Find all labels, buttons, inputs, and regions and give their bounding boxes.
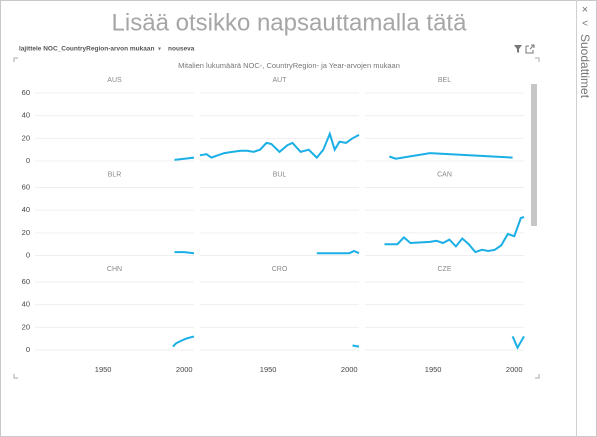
y-tick-label: 0 <box>26 156 30 165</box>
y-tick-label: 20 <box>22 228 30 237</box>
x-tick-label: 2000 <box>341 365 358 374</box>
y-tick-label: 40 <box>22 300 30 309</box>
sort-label[interactable]: lajittele NOC_CountryRegion-arvon mukaan <box>19 46 154 53</box>
panel-title: BEL <box>438 77 451 84</box>
panel-title: CHN <box>107 266 122 273</box>
scrollbar[interactable] <box>531 84 537 226</box>
x-tick-label: 1950 <box>425 365 442 374</box>
x-tick-label: 1950 <box>95 365 112 374</box>
popout-icon[interactable] <box>525 44 535 54</box>
y-tick-label: 60 <box>22 88 30 97</box>
panel-title: BLR <box>108 171 122 178</box>
y-tick-label: 40 <box>22 111 30 120</box>
y-tick-label: 0 <box>26 345 30 354</box>
panel-title: CAN <box>437 171 452 178</box>
panel-title: BUL <box>273 171 287 178</box>
close-icon[interactable]: × <box>582 4 588 16</box>
panel-title: CZE <box>438 266 452 273</box>
line <box>388 152 513 160</box>
y-tick-label: 0 <box>26 250 30 259</box>
filter-icon[interactable] <box>514 45 522 53</box>
y-tick-label: 60 <box>22 182 30 191</box>
line <box>511 335 525 350</box>
collapse-icon[interactable]: < <box>582 19 588 30</box>
line <box>352 344 360 348</box>
x-tick-label: 1950 <box>260 365 277 374</box>
plots: AUS 0 20 40 60 AUT BEL BLR 0 20 40 60 BUL CAN CHN 0 20 40… <box>22 77 525 374</box>
line <box>172 335 195 348</box>
x-tick-label: 2000 <box>506 365 523 374</box>
line <box>316 249 360 255</box>
line <box>174 251 195 255</box>
sort-order[interactable]: nouseva <box>168 46 195 53</box>
sort-dropdown[interactable]: ▾ <box>158 47 161 53</box>
panel-title: AUS <box>107 77 122 84</box>
y-tick-label: 40 <box>22 205 30 214</box>
x-tick-label: 2000 <box>176 365 193 374</box>
y-tick-label: 20 <box>22 322 30 331</box>
page-title[interactable]: Lisää otsikko napsauttamalla tätä <box>112 9 468 36</box>
filters-pane-title[interactable]: Suodattimet <box>578 34 592 99</box>
y-tick-label: 60 <box>22 277 30 286</box>
line <box>384 216 525 254</box>
line <box>199 130 360 160</box>
y-tick-label: 20 <box>22 133 30 142</box>
corner-marks <box>13 57 540 379</box>
panel-title: CRO <box>272 266 288 273</box>
chart-title: Mitalien lukumäärä NOC-, CountryRegion- … <box>178 61 400 70</box>
panel-title: AUT <box>273 77 288 84</box>
line <box>174 156 195 161</box>
